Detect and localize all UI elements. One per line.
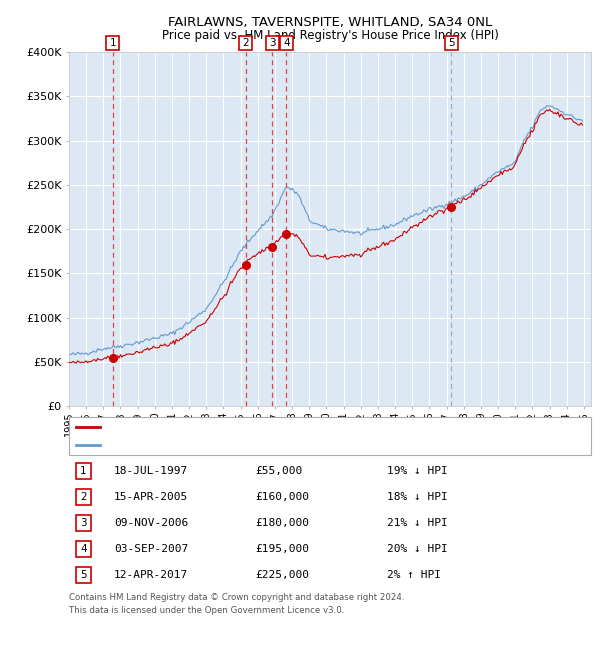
Text: 4: 4	[80, 544, 87, 554]
Text: 5: 5	[448, 38, 455, 48]
Text: FAIRLAWNS, TAVERNSPITE, WHITLAND, SA34 0NL (detached house): FAIRLAWNS, TAVERNSPITE, WHITLAND, SA34 0…	[105, 422, 455, 432]
Text: 15-APR-2005: 15-APR-2005	[114, 492, 188, 502]
Text: 09-NOV-2006: 09-NOV-2006	[114, 518, 188, 528]
Text: 3: 3	[269, 38, 276, 48]
Text: HPI: Average price, detached house, Pembrokeshire: HPI: Average price, detached house, Pemb…	[105, 440, 375, 450]
Text: 2% ↑ HPI: 2% ↑ HPI	[387, 570, 441, 580]
Text: 1: 1	[80, 466, 87, 476]
Text: 5: 5	[80, 570, 87, 580]
Text: 20% ↓ HPI: 20% ↓ HPI	[387, 544, 448, 554]
Text: £180,000: £180,000	[255, 518, 309, 528]
Text: £225,000: £225,000	[255, 570, 309, 580]
Text: 03-SEP-2007: 03-SEP-2007	[114, 544, 188, 554]
Text: 18-JUL-1997: 18-JUL-1997	[114, 466, 188, 476]
Text: 2: 2	[242, 38, 249, 48]
Text: This data is licensed under the Open Government Licence v3.0.: This data is licensed under the Open Gov…	[69, 606, 344, 616]
Text: 3: 3	[80, 518, 87, 528]
Text: 2: 2	[80, 492, 87, 502]
Text: 1: 1	[109, 38, 116, 48]
Text: 19% ↓ HPI: 19% ↓ HPI	[387, 466, 448, 476]
Text: 12-APR-2017: 12-APR-2017	[114, 570, 188, 580]
Text: FAIRLAWNS, TAVERNSPITE, WHITLAND, SA34 0NL: FAIRLAWNS, TAVERNSPITE, WHITLAND, SA34 0…	[168, 16, 492, 29]
Text: £55,000: £55,000	[255, 466, 302, 476]
Text: Price paid vs. HM Land Registry's House Price Index (HPI): Price paid vs. HM Land Registry's House …	[161, 29, 499, 42]
Text: £160,000: £160,000	[255, 492, 309, 502]
Text: 18% ↓ HPI: 18% ↓ HPI	[387, 492, 448, 502]
Text: Contains HM Land Registry data © Crown copyright and database right 2024.: Contains HM Land Registry data © Crown c…	[69, 593, 404, 603]
Text: £195,000: £195,000	[255, 544, 309, 554]
Text: 21% ↓ HPI: 21% ↓ HPI	[387, 518, 448, 528]
Text: 4: 4	[283, 38, 290, 48]
